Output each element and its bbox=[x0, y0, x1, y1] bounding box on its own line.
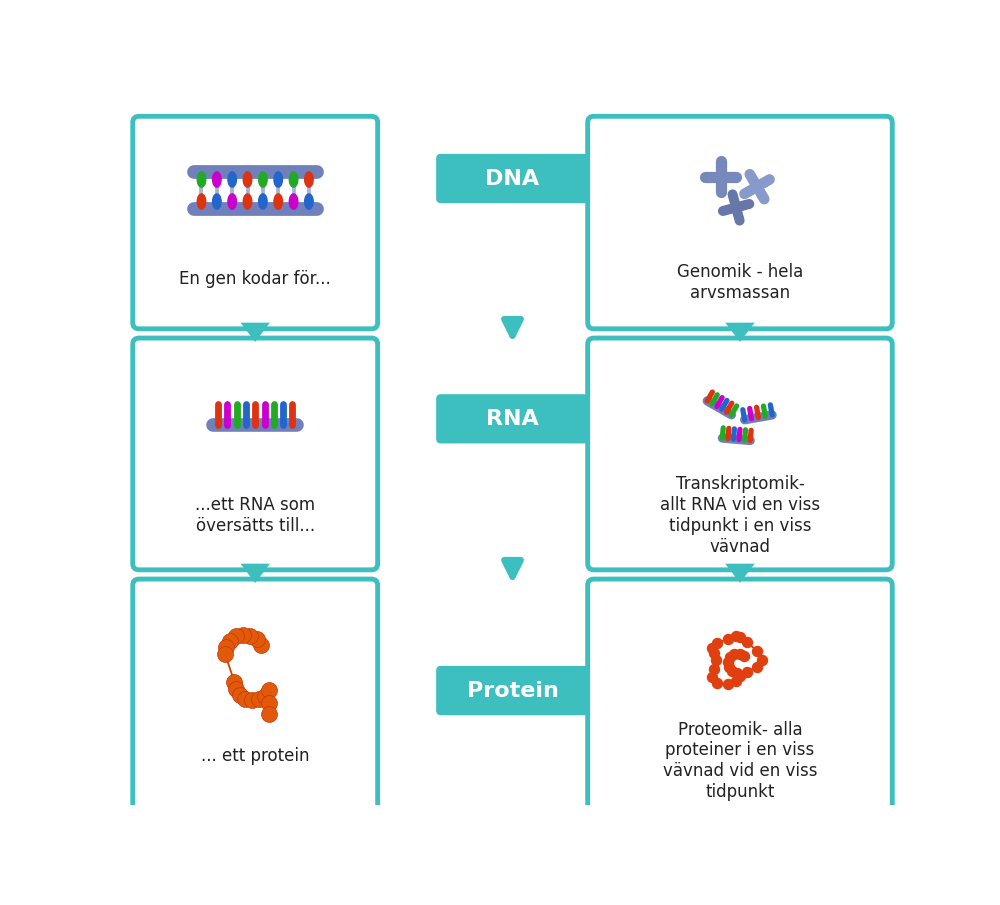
Polygon shape bbox=[240, 323, 270, 342]
Polygon shape bbox=[240, 564, 270, 583]
Text: ... ett protein: ... ett protein bbox=[201, 748, 309, 766]
FancyBboxPatch shape bbox=[588, 338, 892, 570]
FancyBboxPatch shape bbox=[588, 117, 892, 329]
Ellipse shape bbox=[305, 172, 313, 187]
FancyBboxPatch shape bbox=[588, 579, 892, 811]
FancyBboxPatch shape bbox=[133, 338, 378, 570]
FancyBboxPatch shape bbox=[436, 395, 589, 443]
Ellipse shape bbox=[289, 172, 298, 187]
Ellipse shape bbox=[243, 172, 252, 187]
Ellipse shape bbox=[274, 194, 282, 209]
Ellipse shape bbox=[305, 194, 313, 209]
Text: Transkriptomik-
allt RNA vid en viss
tidpunkt i en viss
vävnad: Transkriptomik- allt RNA vid en viss tid… bbox=[660, 475, 820, 556]
Text: Proteomik- alla
proteiner i en viss
vävnad vid en viss
tidpunkt: Proteomik- alla proteiner i en viss vävn… bbox=[663, 720, 817, 801]
Ellipse shape bbox=[243, 194, 252, 209]
Text: ...ett RNA som
översätts till...: ...ett RNA som översätts till... bbox=[195, 496, 315, 535]
Text: En gen kodar för...: En gen kodar för... bbox=[179, 270, 331, 288]
FancyBboxPatch shape bbox=[133, 579, 378, 811]
Text: DNA: DNA bbox=[485, 168, 540, 188]
Ellipse shape bbox=[228, 172, 236, 187]
FancyBboxPatch shape bbox=[436, 154, 589, 203]
Ellipse shape bbox=[228, 194, 236, 209]
Text: Protein: Protein bbox=[467, 681, 558, 700]
Text: RNA: RNA bbox=[486, 409, 539, 429]
Ellipse shape bbox=[213, 194, 221, 209]
Ellipse shape bbox=[289, 194, 298, 209]
FancyBboxPatch shape bbox=[133, 117, 378, 329]
FancyBboxPatch shape bbox=[436, 666, 589, 715]
Ellipse shape bbox=[197, 172, 206, 187]
Ellipse shape bbox=[259, 172, 267, 187]
Ellipse shape bbox=[274, 172, 282, 187]
Ellipse shape bbox=[259, 194, 267, 209]
Ellipse shape bbox=[197, 194, 206, 209]
Polygon shape bbox=[725, 323, 755, 342]
Ellipse shape bbox=[213, 172, 221, 187]
Text: Genomik - hela
arvsmassan: Genomik - hela arvsmassan bbox=[677, 263, 803, 302]
Polygon shape bbox=[725, 564, 755, 583]
